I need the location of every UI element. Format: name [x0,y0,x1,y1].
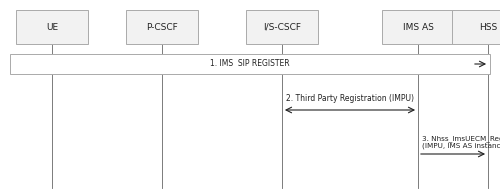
Bar [382,10,454,44]
Bar [16,10,88,44]
Text: 1. IMS  SIP REGISTER: 1. IMS SIP REGISTER [210,60,290,69]
Text: P-CSCF: P-CSCF [146,22,178,31]
Bar [452,10,500,44]
Text: 3. Nhss_ImsUECM_Registration
(IMPU, IMS AS instance Id): 3. Nhss_ImsUECM_Registration (IMPU, IMS … [422,135,500,149]
Text: UE: UE [46,22,58,31]
Bar [246,10,318,44]
Text: IMS AS: IMS AS [402,22,434,31]
Bar [126,10,198,44]
Text: I/S-CSCF: I/S-CSCF [263,22,301,31]
Text: HSS: HSS [479,22,497,31]
Bar [10,54,490,74]
Text: 2. Third Party Registration (IMPU): 2. Third Party Registration (IMPU) [286,94,414,103]
